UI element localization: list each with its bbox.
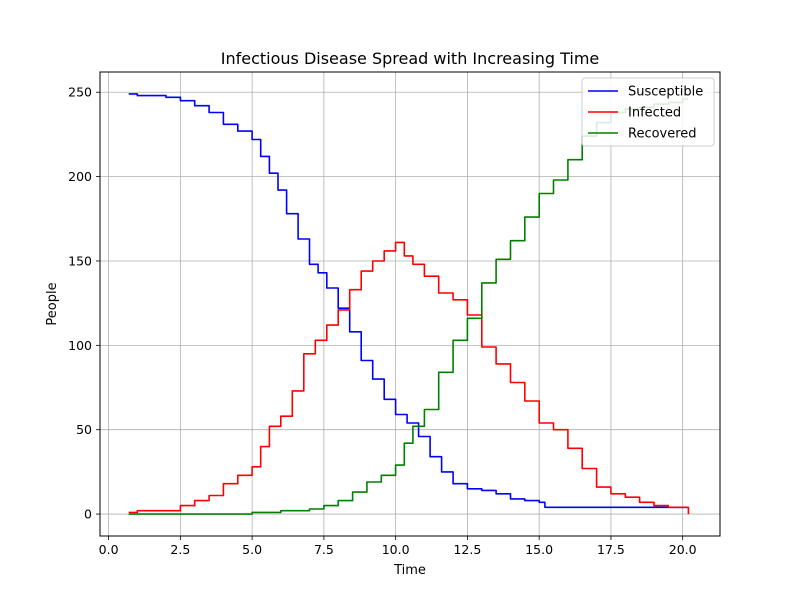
x-tick-label: 5.0	[242, 542, 262, 557]
legend-label-recovered: Recovered	[628, 127, 697, 142]
y-tick-label: 200	[68, 169, 92, 184]
series-line-infected	[128, 241, 690, 515]
x-tick-label: 12.5	[453, 542, 481, 557]
x-tick-label: 2.5	[170, 542, 190, 557]
x-tick-label: 17.5	[597, 542, 625, 557]
x-axis-label: Time	[393, 563, 426, 578]
series-line-recovered	[128, 98, 689, 515]
legend: Susceptible Infected Recovered	[581, 77, 715, 147]
y-tick-label: 100	[68, 338, 92, 353]
y-tick-label: 150	[68, 253, 92, 268]
legend-label-infected: Infected	[628, 106, 681, 121]
x-tick-label: 15.0	[525, 542, 553, 557]
x-axis: 0.0 2.5 5.0 7.5 10.0 12.5 15.0 17.5 20.0	[99, 536, 697, 557]
series-layer	[128, 93, 690, 515]
y-tick-label: 0	[84, 507, 92, 522]
legend-box	[581, 77, 715, 147]
y-axis-label: People	[45, 282, 60, 325]
y-tick-label: 50	[76, 422, 92, 437]
y-axis: 0 50 100 150 200 250	[68, 85, 100, 522]
plot-frame	[99, 71, 721, 537]
legend-label-susceptible: Susceptible	[628, 85, 703, 100]
x-tick-label: 10.0	[382, 542, 410, 557]
x-tick-label: 0.0	[99, 542, 119, 557]
chart-title: Infectious Disease Spread with Increasin…	[221, 49, 600, 68]
y-tick-label: 250	[68, 85, 92, 100]
x-tick-label: 20.0	[669, 542, 697, 557]
series-line-susceptible	[128, 93, 689, 509]
x-tick-label: 7.5	[314, 542, 334, 557]
